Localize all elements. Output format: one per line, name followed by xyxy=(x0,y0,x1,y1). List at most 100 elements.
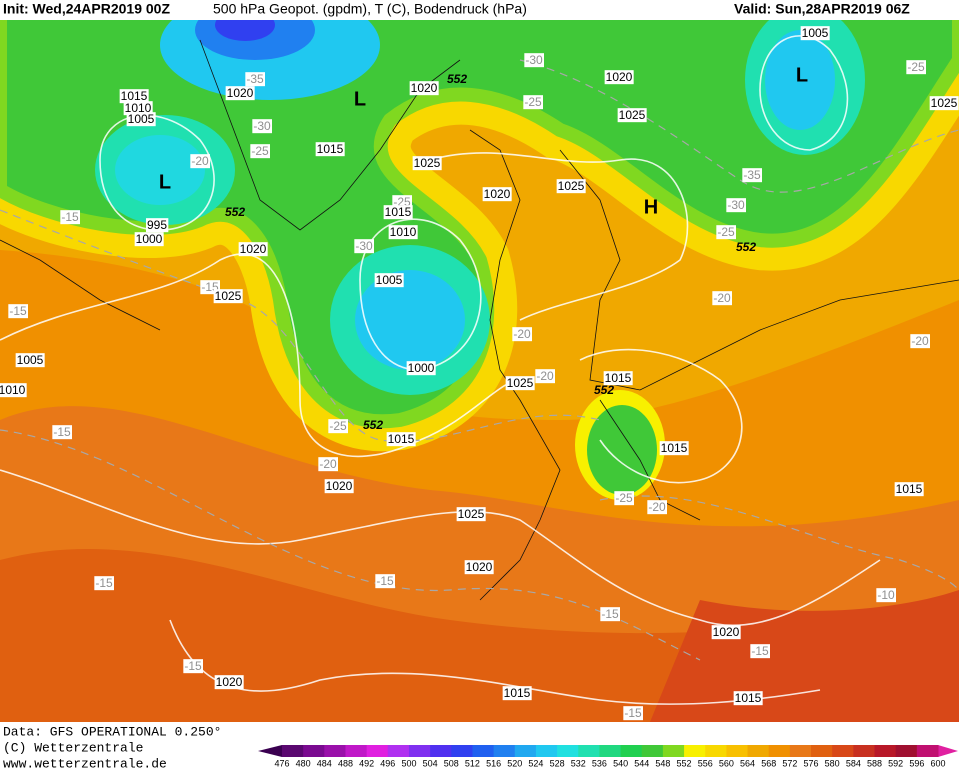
colorbar-tick-label: 544 xyxy=(634,758,649,768)
isobar-label-box xyxy=(386,432,416,447)
colorbar: 476 480 484 488 492 496 500 504 508 512 516 520 524 5… xyxy=(258,745,958,768)
colorbar-swatch xyxy=(747,745,770,757)
colorbar-tick-label: 488 xyxy=(338,758,353,768)
isobar-label-box xyxy=(388,225,418,240)
height-contour-label: 552 xyxy=(736,240,756,254)
header-bar xyxy=(0,0,959,20)
colorbar-tick-label: 520 xyxy=(507,758,522,768)
temperature-label: -15 xyxy=(601,607,619,621)
colorbar-tick-label: 512 xyxy=(465,758,480,768)
colorbar-swatch xyxy=(493,745,516,757)
temperature-label-box xyxy=(52,425,72,440)
temperature-label: -25 xyxy=(615,491,633,505)
temperature-label-box xyxy=(876,588,896,603)
temperature-label: -20 xyxy=(713,291,731,305)
colorbar-swatch xyxy=(514,745,537,757)
colorbar-tick-label: 568 xyxy=(761,758,776,768)
temperature-label-box xyxy=(523,95,543,110)
isobar-label: 1025 xyxy=(931,96,958,110)
temperature-label: -30 xyxy=(727,198,745,212)
isobar-label: 1015 xyxy=(605,371,632,385)
isobar-label-box xyxy=(464,560,494,575)
init-time: Init: Wed,24APR2019 00Z xyxy=(3,1,170,17)
height-contour-label: 552 xyxy=(447,72,467,86)
colorbar-tick-label: 528 xyxy=(550,758,565,768)
isobar-label-box xyxy=(406,361,436,376)
colorbar-over xyxy=(938,745,958,757)
height-contour-label: 552 xyxy=(594,383,614,397)
temperature-label-box xyxy=(375,574,395,589)
isobar-label-box xyxy=(604,70,634,85)
isobar-label: 1025 xyxy=(558,179,585,193)
isobar-label-box xyxy=(0,383,27,398)
temperature-label: -35 xyxy=(743,168,761,182)
temperature-label-box xyxy=(623,706,643,721)
colorbar-swatch xyxy=(895,745,918,757)
isobar-label: 1020 xyxy=(240,242,267,256)
height-contour-label: 552 xyxy=(225,205,245,219)
temperature-label-box xyxy=(328,419,348,434)
temperature-label: -15 xyxy=(61,210,79,224)
isobar-label: 995 xyxy=(147,218,167,232)
temperature-label: -30 xyxy=(253,119,271,133)
temperature-label: -25 xyxy=(524,95,542,109)
isobar-label: 1020 xyxy=(216,675,243,689)
temperature-label-box xyxy=(716,225,736,240)
isobar-label-box xyxy=(315,142,345,157)
temperature-label-box xyxy=(512,327,532,342)
colorbar-under xyxy=(258,745,282,757)
temperature-label: -20 xyxy=(513,327,531,341)
colorbar-swatch xyxy=(282,745,304,757)
isobar-label: 1015 xyxy=(504,686,531,700)
temperature-label-box xyxy=(600,607,620,622)
temperature-label-box xyxy=(190,154,210,169)
isobar-label: 1015 xyxy=(735,691,762,705)
isobar-label: 1025 xyxy=(414,156,441,170)
website: www.wetterzentrale.de xyxy=(3,756,167,770)
colorbar-tick-label: 580 xyxy=(825,758,840,768)
colorbar-swatch xyxy=(684,745,706,757)
colorbar-tick-label: 540 xyxy=(613,758,628,768)
temperature-label-box xyxy=(535,369,555,384)
colorbar-tick-label: 532 xyxy=(571,758,586,768)
colorbar-swatch xyxy=(768,745,791,757)
colorbar-swatch xyxy=(641,745,664,757)
colorbar-swatch xyxy=(387,745,410,757)
temperature-label: -20 xyxy=(536,369,554,383)
isobar-label: 1015 xyxy=(388,432,415,446)
colorbar-tick-label: 592 xyxy=(888,758,903,768)
colorbar-swatch xyxy=(430,745,452,757)
isobar-label-box xyxy=(800,26,830,41)
isobar-label-box xyxy=(123,101,153,116)
isobar-label: 1025 xyxy=(507,376,534,390)
colorbar-tick-label: 596 xyxy=(909,758,924,768)
isobar-label: 1005 xyxy=(376,273,403,287)
colorbar-tick-label: 584 xyxy=(846,758,861,768)
colorbar-swatch xyxy=(705,745,727,757)
isobar-label-box xyxy=(324,479,354,494)
colorbar-swatch xyxy=(535,745,558,757)
isobar-label-box xyxy=(929,96,959,111)
isobar-label: 1010 xyxy=(0,383,26,397)
isobar-label-box xyxy=(711,625,741,640)
temperature-label: -20 xyxy=(911,334,929,348)
isobar-label: 1020 xyxy=(484,187,511,201)
colorbar-tick-label: 600 xyxy=(930,758,945,768)
temperature-label-box xyxy=(250,144,270,159)
pressure-center-label: L xyxy=(159,171,171,193)
colorbar-swatch xyxy=(303,745,325,757)
colorbar-tick-label: 496 xyxy=(380,758,395,768)
isobar-label: 1020 xyxy=(713,625,740,639)
temperature-label-box xyxy=(647,500,667,515)
isobar-label: 1000 xyxy=(408,361,435,375)
isobar-label-box xyxy=(409,81,439,96)
colorbar-swatch xyxy=(832,745,854,757)
isobar-label-box xyxy=(482,187,512,202)
temperature-label: -20 xyxy=(191,154,209,168)
temperature-label: -30 xyxy=(355,239,373,253)
pressure-center-label: H xyxy=(644,196,658,218)
isobar-label: 1015 xyxy=(661,441,688,455)
temperature-label-box xyxy=(750,644,770,659)
temperature-label: -30 xyxy=(525,53,543,67)
colorbar-tick-label: 552 xyxy=(677,758,692,768)
